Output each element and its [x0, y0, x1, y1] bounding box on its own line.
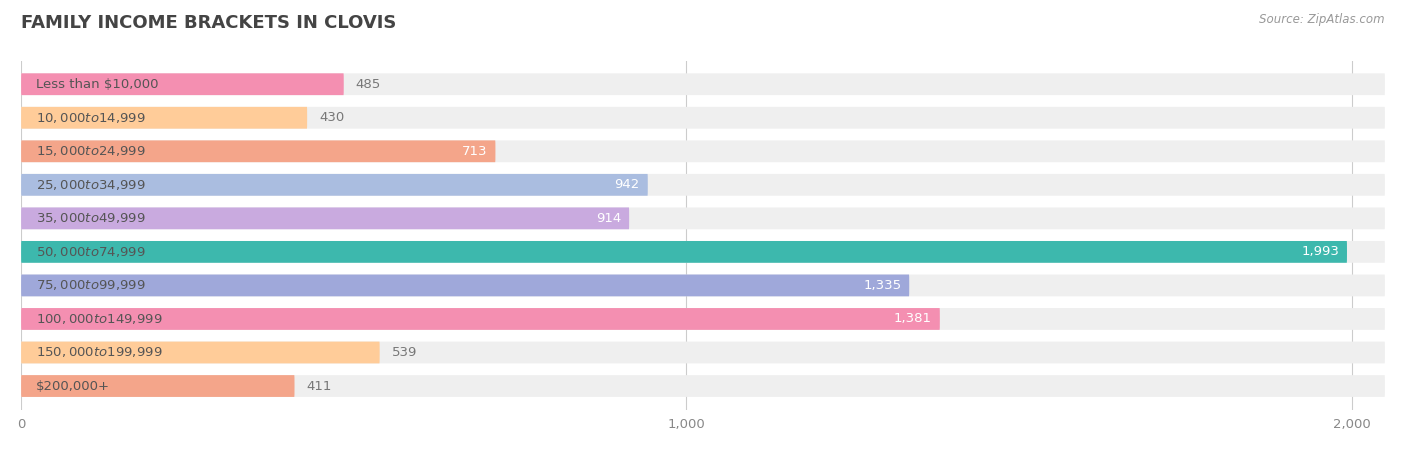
Text: 485: 485	[356, 78, 381, 91]
FancyBboxPatch shape	[21, 375, 1385, 397]
Text: 942: 942	[614, 178, 640, 191]
FancyBboxPatch shape	[21, 107, 1385, 129]
Text: Source: ZipAtlas.com: Source: ZipAtlas.com	[1260, 14, 1385, 27]
FancyBboxPatch shape	[21, 241, 1347, 263]
FancyBboxPatch shape	[21, 342, 1385, 364]
FancyBboxPatch shape	[21, 107, 307, 129]
Text: $100,000 to $149,999: $100,000 to $149,999	[35, 312, 162, 326]
FancyBboxPatch shape	[21, 342, 380, 364]
FancyBboxPatch shape	[21, 140, 495, 162]
FancyBboxPatch shape	[21, 274, 910, 296]
FancyBboxPatch shape	[21, 274, 1385, 296]
FancyBboxPatch shape	[21, 207, 628, 229]
FancyBboxPatch shape	[21, 308, 1385, 330]
Text: 430: 430	[319, 111, 344, 124]
Text: 1,993: 1,993	[1301, 245, 1339, 258]
Text: $10,000 to $14,999: $10,000 to $14,999	[35, 111, 145, 125]
Text: 1,335: 1,335	[863, 279, 901, 292]
Text: 539: 539	[392, 346, 418, 359]
FancyBboxPatch shape	[21, 375, 294, 397]
FancyBboxPatch shape	[21, 174, 1385, 196]
Text: $35,000 to $49,999: $35,000 to $49,999	[35, 212, 145, 225]
Text: $50,000 to $74,999: $50,000 to $74,999	[35, 245, 145, 259]
Text: FAMILY INCOME BRACKETS IN CLOVIS: FAMILY INCOME BRACKETS IN CLOVIS	[21, 14, 396, 32]
Text: 411: 411	[307, 379, 332, 392]
Text: $25,000 to $34,999: $25,000 to $34,999	[35, 178, 145, 192]
Text: Less than $10,000: Less than $10,000	[35, 78, 159, 91]
Text: $150,000 to $199,999: $150,000 to $199,999	[35, 346, 162, 360]
Text: $75,000 to $99,999: $75,000 to $99,999	[35, 279, 145, 292]
FancyBboxPatch shape	[21, 174, 648, 196]
FancyBboxPatch shape	[21, 308, 939, 330]
FancyBboxPatch shape	[21, 207, 1385, 229]
Text: $15,000 to $24,999: $15,000 to $24,999	[35, 144, 145, 158]
FancyBboxPatch shape	[21, 73, 1385, 95]
Text: $200,000+: $200,000+	[35, 379, 110, 392]
Text: 914: 914	[596, 212, 621, 225]
FancyBboxPatch shape	[21, 140, 1385, 162]
Text: 1,381: 1,381	[894, 312, 932, 325]
FancyBboxPatch shape	[21, 241, 1385, 263]
Text: 713: 713	[463, 145, 488, 158]
FancyBboxPatch shape	[21, 73, 343, 95]
